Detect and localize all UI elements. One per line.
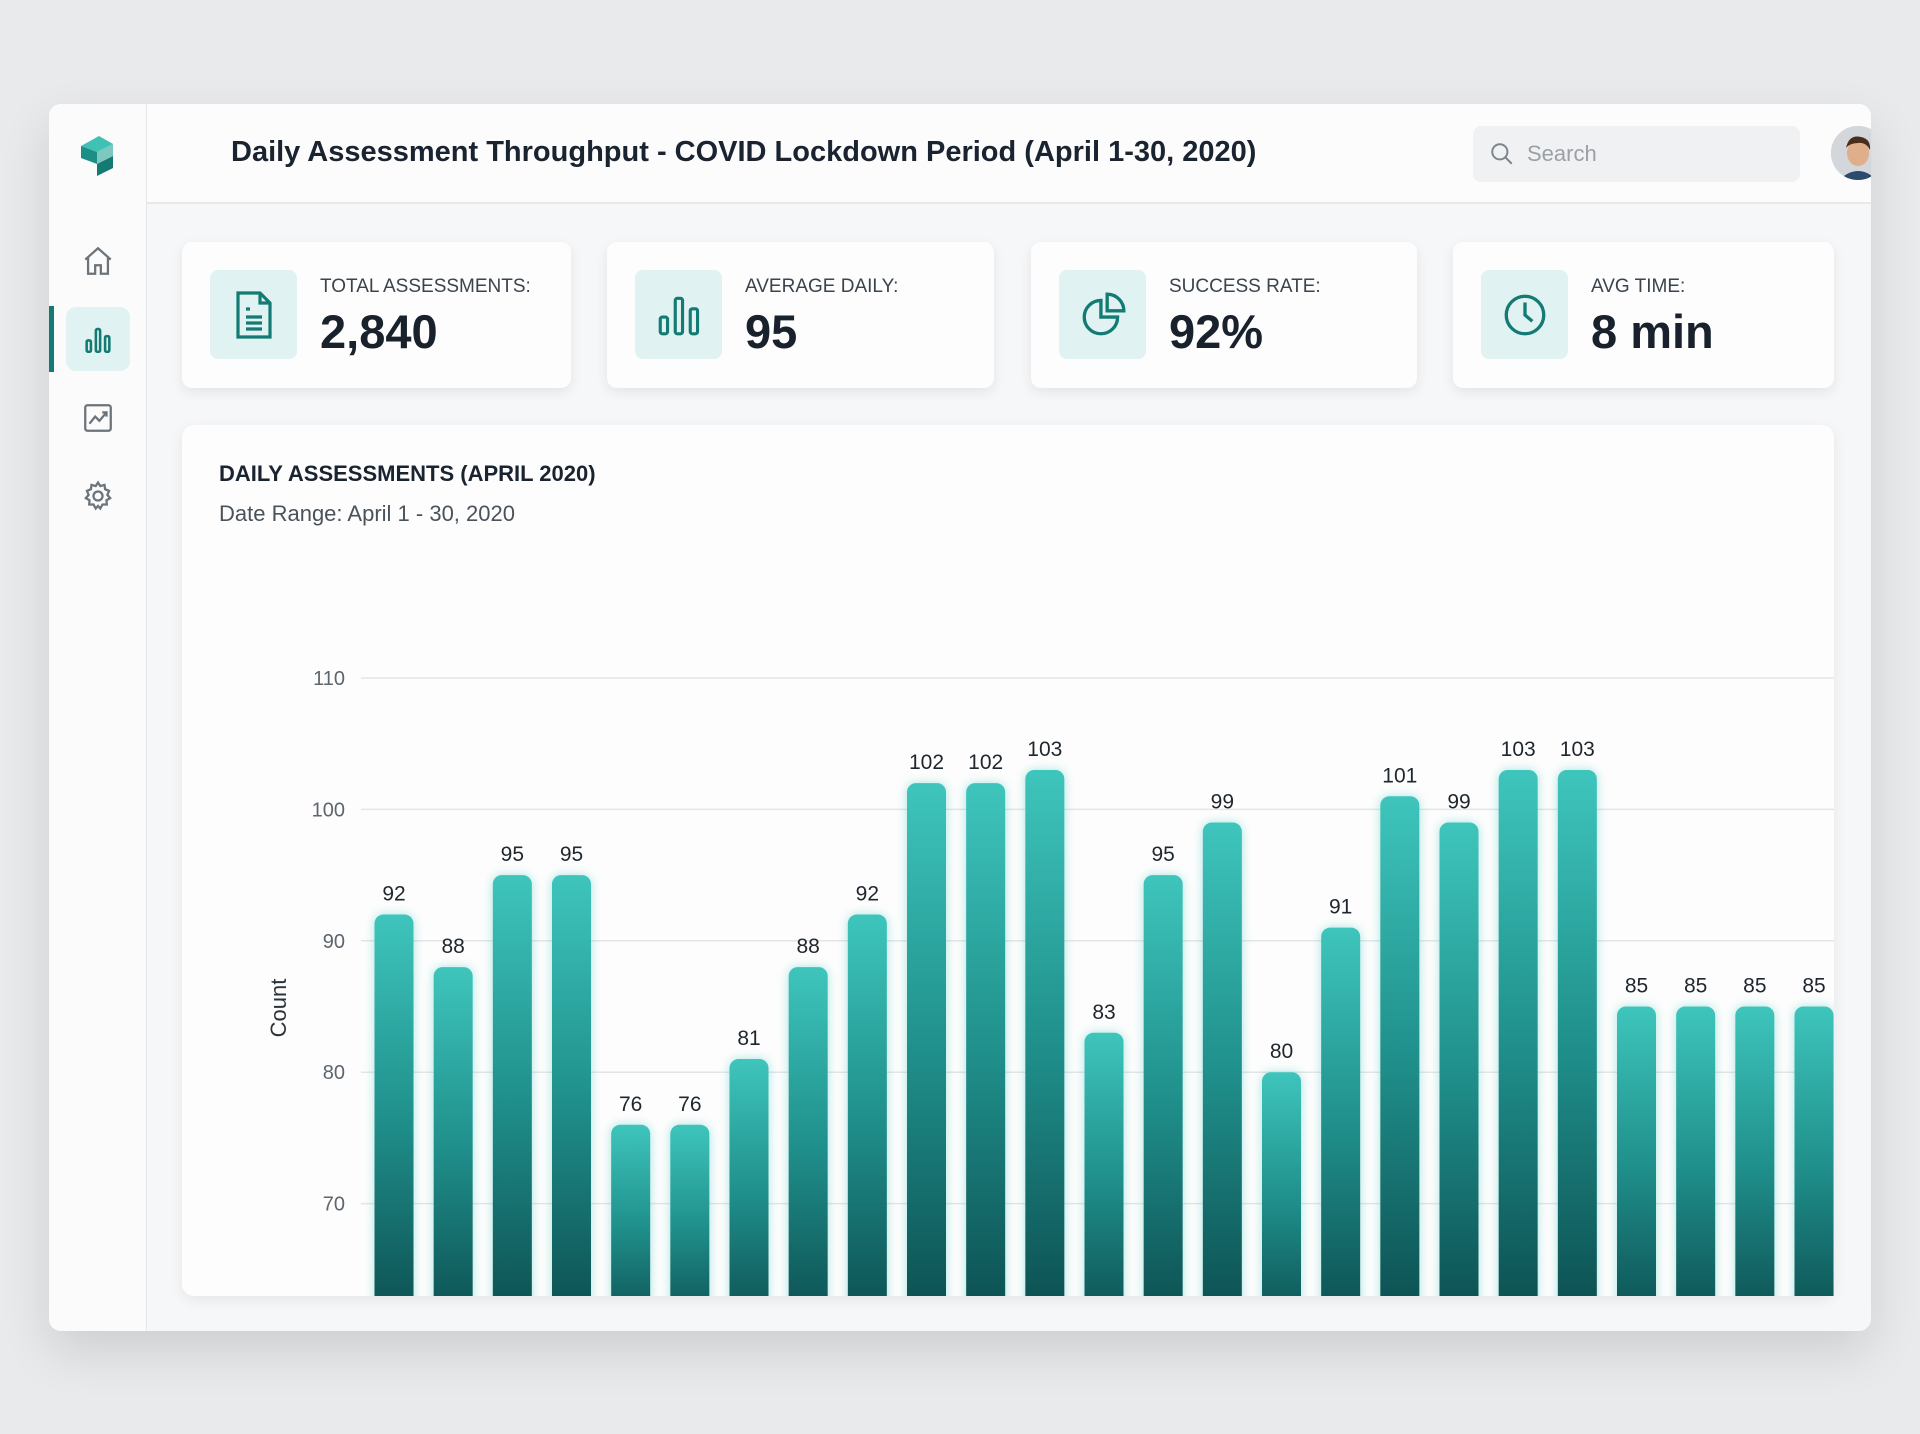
bar[interactable] — [1143, 875, 1183, 1296]
search-icon — [1491, 143, 1513, 165]
bar-value-label: 92 — [382, 883, 405, 906]
sidebar-item-analytics[interactable] — [66, 307, 130, 371]
logo-icon — [81, 136, 113, 176]
y-tick-label: 100 — [312, 799, 345, 821]
bar-value-label: 85 — [1684, 975, 1707, 998]
bar[interactable] — [966, 783, 1006, 1296]
search-box[interactable] — [1473, 126, 1800, 182]
clock-icon — [1504, 294, 1545, 335]
card-label: AVERAGE DAILY: — [745, 276, 899, 297]
bar-value-label: 81 — [737, 1027, 760, 1050]
bar[interactable] — [374, 914, 414, 1296]
stat-card-success: SUCCESS RATE: 92% — [1031, 242, 1417, 388]
card-label: SUCCESS RATE: — [1169, 276, 1321, 297]
bar[interactable] — [1025, 769, 1065, 1296]
bar[interactable] — [1735, 1006, 1775, 1297]
bar[interactable] — [1321, 927, 1361, 1296]
bar-chart-icon-box — [635, 270, 722, 359]
bar-value-label: 103 — [1027, 738, 1062, 761]
bar-value-label: 88 — [441, 935, 464, 958]
y-axis-label: Count — [266, 979, 291, 1038]
card-value: 95 — [745, 305, 798, 358]
sidebar-item-settings[interactable] — [66, 464, 130, 528]
user-avatar[interactable] — [1831, 126, 1871, 180]
bar[interactable] — [1617, 1006, 1656, 1297]
bar-chart-icon — [658, 296, 699, 335]
bar-chart-icon — [85, 327, 111, 354]
bar[interactable] — [433, 967, 473, 1296]
chart-card: DAILY ASSESSMENTS (APRIL 2020) Date Rang… — [182, 425, 1834, 1296]
bar-value-label: 99 — [1447, 791, 1470, 814]
bar-value-label: 85 — [1802, 975, 1825, 998]
bar[interactable] — [670, 1124, 710, 1296]
bar-value-label: 85 — [1743, 975, 1766, 998]
bar-value-label: 88 — [796, 935, 819, 958]
document-icon-box — [210, 270, 297, 359]
y-tick-label: 70 — [323, 1194, 345, 1216]
stat-card-total: TOTAL ASSESSMENTS: 2,840 — [182, 242, 571, 388]
bar[interactable] — [907, 783, 946, 1296]
card-label: TOTAL ASSESSMENTS: — [320, 276, 531, 297]
bar-value-label: 102 — [909, 751, 944, 774]
card-value: 2,840 — [320, 305, 438, 358]
bar-value-label: 103 — [1501, 738, 1536, 761]
app-window: Daily Assessment Throughput - COVID Lock… — [49, 104, 1871, 1331]
bar[interactable] — [847, 914, 887, 1296]
home-icon — [84, 246, 112, 275]
bar[interactable] — [1262, 1072, 1301, 1296]
clock-icon-box — [1481, 270, 1568, 359]
avatar-image — [1831, 126, 1871, 180]
trend-chart-icon — [84, 404, 112, 432]
bar-value-label: 99 — [1211, 791, 1234, 814]
document-icon — [235, 290, 272, 339]
chart-title: DAILY ASSESSMENTS (APRIL 2020) — [219, 461, 596, 486]
bar[interactable] — [1439, 822, 1479, 1296]
bar-value-label: 76 — [678, 1093, 701, 1116]
y-tick-label: 80 — [323, 1062, 345, 1084]
bar-value-label: 85 — [1625, 975, 1648, 998]
pie-chart-icon — [1082, 291, 1126, 335]
bar-value-label: 80 — [1270, 1040, 1293, 1063]
bar[interactable] — [729, 1059, 769, 1296]
gear-icon — [84, 480, 112, 511]
sidebar — [49, 104, 147, 1331]
card-value: 92% — [1169, 305, 1264, 358]
bar-value-label: 103 — [1560, 738, 1595, 761]
bar[interactable] — [1202, 822, 1242, 1296]
bar[interactable] — [788, 967, 828, 1296]
bar-value-label: 95 — [560, 843, 583, 866]
sidebar-item-home[interactable] — [66, 229, 130, 293]
page-title: Daily Assessment Throughput - COVID Lock… — [231, 136, 1257, 168]
bar[interactable] — [1498, 769, 1538, 1296]
card-label: AVG TIME: — [1591, 276, 1686, 297]
active-indicator — [49, 306, 54, 372]
bar-value-label: 91 — [1329, 896, 1352, 919]
bar[interactable] — [1557, 769, 1597, 1296]
search-input[interactable] — [1527, 141, 1787, 167]
chart-subtitle: Date Range: April 1 - 30, 2020 — [219, 501, 515, 526]
bar[interactable] — [1084, 1032, 1124, 1296]
bar[interactable] — [552, 875, 591, 1296]
bar[interactable] — [611, 1124, 651, 1296]
bar-value-label: 101 — [1382, 764, 1417, 787]
bar[interactable] — [492, 875, 532, 1296]
bar-value-label: 92 — [856, 883, 879, 906]
bar-value-label: 95 — [1151, 843, 1174, 866]
bar[interactable] — [1794, 1006, 1834, 1297]
header: Daily Assessment Throughput - COVID Lock… — [147, 104, 1871, 204]
pie-chart-icon-box — [1059, 270, 1146, 359]
bar-value-label: 76 — [619, 1093, 642, 1116]
sidebar-item-trends[interactable] — [66, 386, 130, 450]
bar[interactable] — [1676, 1006, 1716, 1297]
y-tick-label: 90 — [323, 931, 345, 953]
bar[interactable] — [1380, 796, 1420, 1296]
bar-value-label: 95 — [501, 843, 524, 866]
stat-card-average: AVERAGE DAILY: 95 — [607, 242, 994, 388]
stat-card-avg-time: AVG TIME: 8 min — [1453, 242, 1834, 388]
y-tick-label: 110 — [313, 668, 345, 690]
bar-value-label: 102 — [968, 751, 1003, 774]
card-value: 8 min — [1591, 305, 1714, 358]
bar-value-label: 83 — [1092, 1001, 1115, 1024]
